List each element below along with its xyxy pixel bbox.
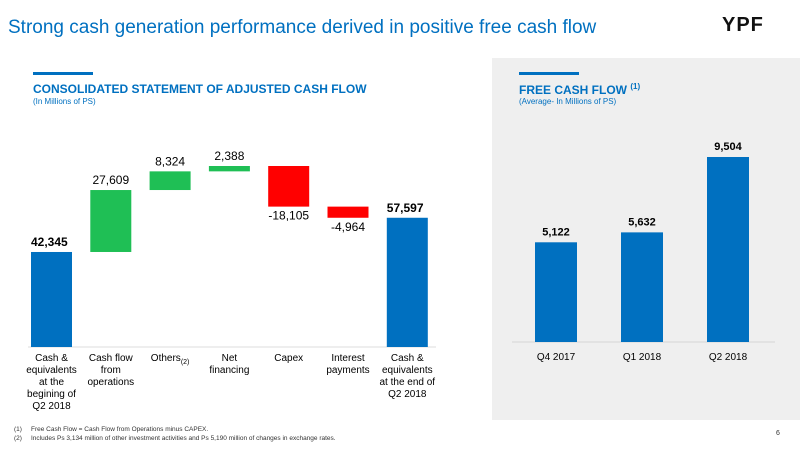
category-text: Net financing (209, 353, 250, 376)
bar (149, 171, 191, 191)
footnote-marker: (2) (14, 435, 22, 442)
bar (268, 166, 310, 207)
bar (621, 232, 663, 342)
category-note: (2) (180, 359, 190, 366)
footnote-marker: (1) (14, 426, 22, 433)
category-text: Q2 2018 (708, 352, 748, 363)
title-text: FREE CASH FLOW (519, 83, 627, 97)
x-tick-label: Net financing (200, 353, 258, 377)
bar (327, 206, 369, 218)
bar (208, 166, 250, 172)
data-label: 57,597 (387, 201, 424, 215)
category-text: Cash flow from operations (87, 353, 135, 388)
data-label: 8,324 (155, 154, 185, 168)
accent-line (519, 72, 579, 75)
title-note: (1) (630, 82, 641, 91)
bar (386, 217, 428, 347)
x-tick-label: Cash & equivalents at the end of Q2 2018 (378, 353, 436, 401)
page-number: 6 (776, 430, 780, 437)
x-tick-label: Others(2) (141, 353, 199, 369)
chart-title: CONSOLIDATED STATEMENT OF ADJUSTED CASH … (33, 82, 367, 96)
bar (31, 251, 72, 347)
footnote: (1) Free Cash Flow = Cash Flow from Opera… (14, 425, 336, 434)
bar (707, 157, 749, 342)
category-text: Cash & equivalents at the end of Q2 2018 (379, 353, 436, 400)
category-text: Cash & equivalents at the begining of Q2… (26, 353, 77, 412)
footnote-text: Includes Ps 3,134 million of other inves… (31, 435, 336, 442)
category-text: Capex (274, 353, 304, 364)
data-label: -4,964 (331, 220, 365, 234)
data-label: 5,122 (542, 226, 570, 238)
x-tick-label: Capex (260, 353, 318, 365)
category-text: Q4 2017 (536, 352, 576, 363)
data-label: 27,609 (92, 173, 129, 187)
footnote-text: Free Cash Flow = Cash Flow from Operatio… (31, 426, 209, 433)
x-tick-label: Interest payments (319, 353, 377, 377)
bar (90, 190, 132, 252)
x-tick-label: Q1 2018 (607, 352, 677, 364)
accent-line (33, 72, 93, 75)
footnotes: (1) Free Cash Flow = Cash Flow from Opera… (14, 425, 336, 443)
x-tick-label: Q4 2017 (521, 352, 591, 364)
data-label: 2,388 (214, 149, 244, 163)
x-tick-label: Cash flow from operations (82, 353, 140, 389)
data-label: -18,105 (268, 209, 309, 223)
data-label: 5,632 (628, 216, 656, 228)
data-label: 42,345 (31, 235, 68, 249)
chart-title: FREE CASH FLOW (1) (519, 82, 640, 97)
data-label: 9,504 (714, 141, 742, 153)
chart-subtitle: (Average- In Millions of PS) (519, 97, 617, 106)
category-text: Q1 2018 (622, 352, 662, 363)
category-text: Others (150, 353, 181, 364)
x-tick-label: Cash & equivalents at the begining of Q2… (23, 353, 81, 413)
chart-subtitle: (In Millions of PS) (33, 97, 96, 106)
footnote: (2) Includes Ps 3,134 million of other in… (14, 434, 336, 443)
logo: YPF (722, 14, 764, 36)
slide-title: Strong cash generation performance deriv… (8, 17, 597, 38)
category-text: Interest payments (326, 353, 370, 376)
bar (535, 242, 577, 342)
x-tick-label: Q2 2018 (693, 352, 763, 364)
